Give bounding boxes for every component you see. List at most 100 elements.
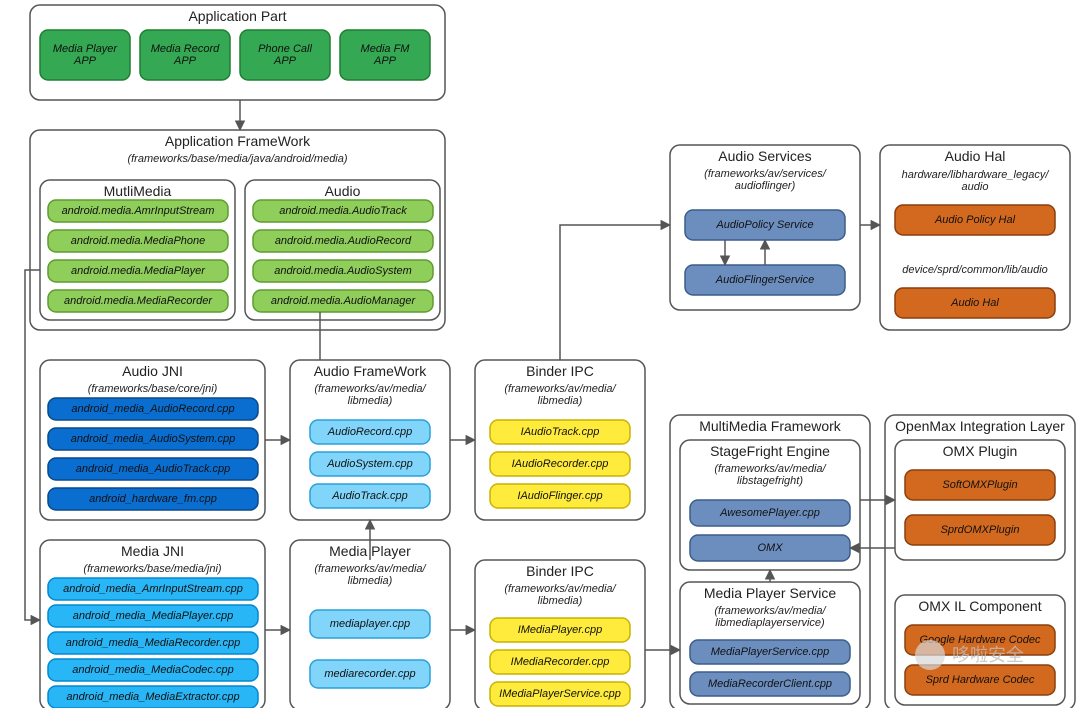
audio_hal: Audio Hal hardware/libhardware_legacy/aud… [880,145,1070,330]
arrow-14 [25,270,40,620]
application_part-node-1-label: APP [173,55,197,67]
audio_framework: Audio FrameWork (frameworks/av/media/libm… [290,360,450,520]
svg-text:(frameworks/av/media/: (frameworks/av/media/ [314,383,426,395]
svg-text:(frameworks/av/media/: (frameworks/av/media/ [714,605,826,617]
svg-text:(frameworks/base/media/jni): (frameworks/base/media/jni) [83,563,221,575]
binder_ipc_audio: Binder IPC (frameworks/av/media/libmedia)… [475,360,645,520]
binder_ipc_audio-node-0-label: IAudioTrack.cpp [521,426,600,438]
audio_services-node-0-label: AudioPolicy Service [715,219,813,231]
svg-text:Media Player Service: Media Player Service [704,585,836,601]
application_part-node-2-label: Phone Call [258,43,312,55]
application_part-node-3-label: Media FM [361,43,411,55]
binder_ipc_audio-node-1-label: IAudioRecorder.cpp [512,458,609,470]
audio_framework-node-2-label: AudioTrack.cpp [331,490,408,502]
media_player_service: Media Player Service (frameworks/av/media… [680,582,860,704]
svg-text:哆啦安全: 哆啦安全 [952,645,1024,665]
audio-node-1-label: android.media.AudioRecord [275,235,412,247]
omx_plugin-node-1-label: SprdOMXPlugin [941,524,1020,536]
svg-text:libmedia): libmedia) [348,395,393,407]
binder_ipc_audio-node-2-label: IAudioFlinger.cpp [517,490,602,502]
application_part: Application PartMedia PlayerAPPMedia Rec… [30,5,445,100]
svg-text:libmedia): libmedia) [538,595,583,607]
svg-text:audio: audio [962,181,989,193]
application_part-node-3-label: APP [373,55,397,67]
media_jni-node-1-label: android_media_MediaPlayer.cpp [73,610,233,622]
omx_plugin-node-0-label: SoftOMXPlugin [942,479,1017,491]
binder_ipc_media-node-2-label: IMediaPlayerService.cpp [499,688,621,700]
svg-text:libmedia): libmedia) [538,395,583,407]
svg-text:(frameworks/base/media/java/an: (frameworks/base/media/java/android/medi… [127,153,347,165]
svg-text:libmedia): libmedia) [348,575,393,587]
svg-text:libstagefright): libstagefright) [737,475,803,487]
arrow-3 [560,225,670,360]
media_jni-node-3-label: android_media_MediaCodec.cpp [72,664,233,676]
audio_hal-node-0-label: Audio Policy Hal [934,214,1016,226]
svg-text:OpenMax Integration Layer: OpenMax Integration Layer [895,418,1065,434]
application_part-node-0-label: Media Player [53,43,119,55]
svg-text:OMX Plugin: OMX Plugin [943,443,1018,459]
audio_services-node-1-label: AudioFlingerService [715,274,814,286]
svg-text:(frameworks/av/media/: (frameworks/av/media/ [504,383,616,395]
svg-text:(frameworks/base/core/jni): (frameworks/base/core/jni) [88,383,218,395]
stagefright-node-1-label: OMX [757,542,783,554]
svg-text:Audio Services: Audio Services [718,148,811,164]
media_jni: Media JNI (frameworks/base/media/jni) andr… [40,540,265,708]
media_player-node-1-label: mediarecorder.cpp [324,668,415,680]
media_jni-node-0-label: android_media_AmrInputStream.cpp [63,583,243,595]
svg-text:audioflinger): audioflinger) [735,180,796,192]
application_part-node-1-label: Media Record [151,43,220,55]
application_part-node-2-label: APP [273,55,297,67]
media_player-node-0-label: mediaplayer.cpp [330,618,410,630]
audio_services: Audio Services (frameworks/av/services/au… [670,145,860,310]
svg-text:Binder IPC: Binder IPC [526,363,594,379]
svg-text:(frameworks/av/media/: (frameworks/av/media/ [714,463,826,475]
omx_plugin: OMX Plugin SoftOMXPlugin SprdOMXPlugin [895,440,1065,560]
multimedia-node-1-label: android.media.MediaPhone [71,235,206,247]
svg-text:Audio: Audio [325,183,361,199]
stagefright: StageFright Engine (frameworks/av/media/l… [680,440,860,570]
media_jni-node-2-label: android_media_MediaRecorder.cpp [66,637,240,649]
svg-text:Application FrameWork: Application FrameWork [165,133,311,149]
audio_jni: Audio JNI (frameworks/base/core/jni) andro… [40,360,265,520]
media_player_service-node-1-label: MediaRecorderClient.cpp [708,678,832,690]
audio-node-2-label: android.media.AudioSystem [274,265,412,277]
svg-text:OMX IL Component: OMX IL Component [918,598,1041,614]
multimedia: MutliMedia android.media.AmrInputStream an… [40,180,235,320]
audio_jni-node-3-label: android_hardware_fm.cpp [89,493,217,505]
audio_jni-node-2-label: android_media_AudioTrack.cpp [76,463,231,475]
svg-text:device/sprd/common/lib/audio: device/sprd/common/lib/audio [902,264,1048,276]
svg-text:MultiMedia Framework: MultiMedia Framework [699,418,842,434]
binder_ipc_media-node-1-label: IMediaRecorder.cpp [511,656,610,668]
svg-text:Audio JNI: Audio JNI [122,363,183,379]
svg-text:libmediaplayerservice): libmediaplayerservice) [715,617,825,629]
svg-text:Audio Hal: Audio Hal [945,148,1006,164]
svg-text:(frameworks/av/media/: (frameworks/av/media/ [314,563,426,575]
stagefright-node-0-label: AwesomePlayer.cpp [719,507,820,519]
audio-node-3-label: android.media.AudioManager [271,295,417,307]
audio_jni-node-0-label: android_media_AudioRecord.cpp [71,403,234,415]
audio_framework-node-0-label: AudioRecord.cpp [327,426,412,438]
multimedia-node-0-label: android.media.AmrInputStream [62,205,215,217]
svg-text:Media JNI: Media JNI [121,543,184,559]
svg-text:StageFright Engine: StageFright Engine [710,443,830,459]
audio_jni-node-1-label: android_media_AudioSystem.cpp [71,433,236,445]
svg-text:MutliMedia: MutliMedia [104,183,172,199]
multimedia-node-3-label: android.media.MediaRecorder [64,295,213,307]
media_jni-node-4-label: android_media_MediaExtractor.cpp [66,691,239,703]
audio_hal-node-1-label: Audio Hal [950,297,999,309]
svg-text:(frameworks/av/media/: (frameworks/av/media/ [504,583,616,595]
binder_ipc_media: Binder IPC (frameworks/av/media/libmedia)… [475,560,645,708]
audio: Audio android.media.AudioTrack android.med… [245,180,440,320]
application_part-node-0-label: APP [73,55,97,67]
multimedia-node-2-label: android.media.MediaPlayer [71,265,206,277]
svg-text:Application Part: Application Part [188,8,286,24]
svg-text:hardware/libhardware_legacy/: hardware/libhardware_legacy/ [902,169,1050,181]
media_player: Media Player(frameworks/av/media/libmedi… [290,540,450,708]
audio_framework-node-1-label: AudioSystem.cpp [326,458,413,470]
svg-text:(frameworks/av/services/: (frameworks/av/services/ [704,168,827,180]
audio-node-0-label: android.media.AudioTrack [279,205,407,217]
binder_ipc_media-node-0-label: IMediaPlayer.cpp [518,624,603,636]
svg-text:Binder IPC: Binder IPC [526,563,594,579]
svg-text:Audio FrameWork: Audio FrameWork [314,363,428,379]
media_player_service-node-0-label: MediaPlayerService.cpp [711,646,830,658]
